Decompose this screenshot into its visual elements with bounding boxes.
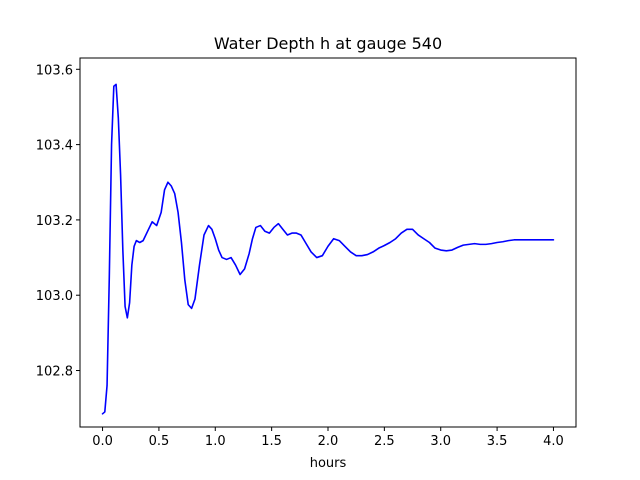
x-axis-label: hours bbox=[310, 456, 347, 471]
y-tick-label: 103.6 bbox=[36, 63, 73, 78]
chart-title: Water Depth h at gauge 540 bbox=[214, 34, 442, 53]
x-tick-label: 4.0 bbox=[543, 434, 564, 449]
x-tick-label: 1.0 bbox=[205, 434, 226, 449]
series-line bbox=[101, 83, 555, 415]
y-tick-label: 102.8 bbox=[36, 365, 73, 380]
y-tick-label: 103.2 bbox=[36, 214, 73, 229]
x-axis: 0.0 0.5 1.0 1.5 2.0 2.5 3.0 3.5 4.0 bbox=[92, 427, 564, 449]
x-tick-label: 0.5 bbox=[149, 434, 170, 449]
y-axis: 102.8 103.0 103.2 103.4 103.6 bbox=[36, 63, 80, 380]
x-tick-label: 1.5 bbox=[261, 434, 282, 449]
x-tick-label: 2.0 bbox=[318, 434, 339, 449]
series-layer bbox=[101, 83, 555, 415]
x-tick-label: 3.0 bbox=[430, 434, 451, 449]
y-tick-label: 103.0 bbox=[36, 289, 73, 304]
x-tick-label: 2.5 bbox=[374, 434, 395, 449]
y-tick-label: 103.4 bbox=[36, 139, 73, 154]
x-tick-label: 3.5 bbox=[487, 434, 508, 449]
x-tick-label: 0.0 bbox=[92, 434, 113, 449]
